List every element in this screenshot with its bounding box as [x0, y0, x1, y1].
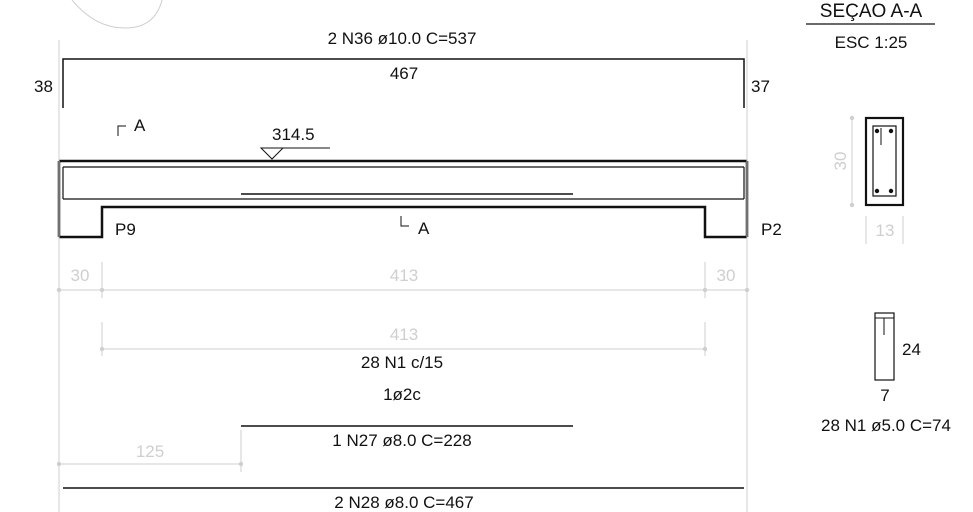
level-mark-triangle [259, 147, 285, 160]
stirrup-legs: 1ø2c [383, 385, 421, 404]
stirrup-detail-shape [874, 312, 895, 381]
dim-row1-left: 30 [71, 266, 90, 285]
section-bar-tl [874, 128, 880, 134]
support-left: P9 [115, 220, 136, 239]
stirrup-detail-height: 24 [902, 340, 921, 359]
dim-row1-tick-right [744, 287, 750, 293]
section-height-tick-top [849, 115, 855, 121]
stirrup-detail-width: 7 [880, 386, 889, 405]
section-width: 13 [876, 221, 895, 240]
section-height-tick-bottom [849, 202, 855, 208]
section-marker-top-symbol [117, 125, 126, 136]
bar-top-left-hook: 38 [34, 77, 53, 96]
stirrup-detail-label: 28 N1 ø5.0 C=74 [821, 416, 951, 435]
bar-top-label: 2 N36 ø10.0 C=537 [328, 29, 477, 48]
bar-mid-offset: 125 [136, 442, 164, 461]
dim-row1-right: 30 [717, 266, 736, 285]
section-outline [864, 116, 905, 207]
dim-row1-tick-left [56, 287, 62, 293]
stirrup-span: 413 [390, 325, 418, 344]
level-mark-value: 314.5 [272, 125, 315, 144]
section-marker-bottom-symbol [400, 216, 409, 227]
beam-bottom-profile [59, 205, 747, 239]
section-stirrup [872, 125, 897, 197]
stirrup-span-tick-right [702, 346, 708, 352]
dim-row1-tick-p1 [99, 287, 105, 293]
bar-mid-label: 1 N27 ø8.0 C=228 [332, 431, 471, 450]
section-marker-top: A [134, 116, 146, 135]
bar-top-length: 467 [390, 64, 418, 83]
bar-bottom-label: 2 N28 ø8.0 C=467 [334, 493, 473, 512]
section-bar-br [888, 188, 894, 194]
support-right: P2 [761, 220, 782, 239]
section-scale: ESC 1:25 [835, 33, 908, 52]
dim-row1-tick-p2 [702, 287, 708, 293]
bar-mid-offset-tick-left [56, 461, 62, 467]
section-bar-bl [874, 188, 880, 194]
bar-top-line [62, 58, 745, 108]
stirrup-spacing-label: 28 N1 c/15 [361, 353, 443, 372]
section-height: 30 [831, 152, 850, 171]
bar-top-right-hook: 37 [751, 77, 770, 96]
section-marker-bottom: A [418, 219, 430, 238]
section-title: SEÇAO A-A [820, 1, 923, 22]
stirrup-span-tick-left [99, 346, 105, 352]
bar-mid-offset-tick-right [238, 461, 244, 467]
section-bar-tr [888, 128, 894, 134]
decorative-arc [71, 0, 163, 29]
dim-row1-middle: 413 [390, 266, 418, 285]
